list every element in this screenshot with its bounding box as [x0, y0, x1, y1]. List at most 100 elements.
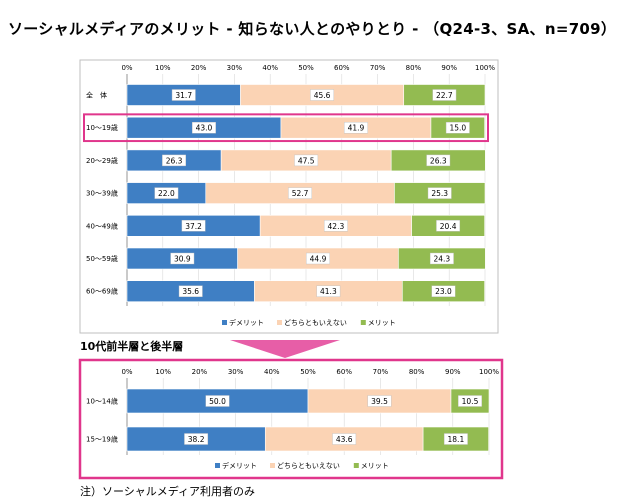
chart-2-tick-label: 60%	[336, 368, 352, 376]
chart-1-data-label-box	[192, 121, 216, 134]
chart-1-highlight-frame	[83, 113, 489, 143]
chart-1-tick-label: 30%	[227, 64, 243, 72]
chart-1-data-label-box	[431, 285, 456, 297]
chart-1-tick-label: 100%	[475, 64, 495, 72]
chart-1-data-label: 22.0	[158, 189, 175, 198]
chart-1-data-label: 44.9	[310, 255, 327, 264]
chart-2-frame	[78, 358, 504, 480]
chart-2-data-label: 10.5	[462, 397, 479, 406]
chart-1-data-label: 23.0	[435, 287, 452, 296]
chart-1-tick-label: 0%	[121, 64, 132, 72]
chart-1-legend-swatch	[277, 320, 282, 325]
chart-1-category-label: 50～59歳	[86, 254, 118, 263]
chart-1-legend-label: どちらともいえない	[284, 319, 347, 327]
chart-1-tick-label: 90%	[441, 64, 457, 72]
chart-1-tick-label: 70%	[370, 64, 386, 72]
chart-1-category-label: 30～39歳	[86, 189, 118, 198]
chart-2-tick-label: 80%	[409, 368, 425, 376]
chart-1-data-label: 25.3	[431, 189, 448, 198]
chart-1-category-label: 20～29歳	[86, 156, 118, 165]
chart-1-data-label-box	[429, 252, 454, 265]
chart-1-data-label: 47.5	[298, 156, 315, 165]
chart-1-data-label: 45.6	[314, 91, 331, 100]
chart-1-data-label: 30.9	[174, 255, 191, 264]
chart-2-data-label: 18.1	[448, 435, 465, 444]
chart-2-bar	[126, 388, 309, 414]
chart-2-data-label-box	[458, 395, 482, 407]
chart-1-data-label-box	[316, 285, 341, 297]
chart-1-data-label-box	[445, 121, 470, 134]
chart-1: 0% 10% 20% 30% 40% 50% 60% 70% 80% 90% 100% 全 体 31.7…	[83, 64, 495, 327]
chart-2-data-label: 50.0	[209, 397, 226, 406]
chart-1-data-label: 26.3	[166, 156, 183, 165]
chart-1-data-label: 15.0	[449, 124, 466, 133]
chart-1-data-label: 42.3	[328, 222, 345, 231]
chart-2-legend-swatch	[215, 463, 220, 468]
chart-2-tick-label: 70%	[373, 368, 389, 376]
chart-2-legend-swatch	[353, 463, 359, 468]
chart-1-category-label: 40～49歳	[86, 221, 118, 230]
chart-2-data-label-box	[443, 433, 468, 445]
chart-2-category-label: 10～14歳	[86, 397, 118, 406]
chart-1-data-label-box	[288, 187, 312, 199]
chart-1-data-label-box	[323, 220, 348, 232]
chart-1-data-label-box	[436, 220, 461, 232]
chart-1-data-label: 22.7	[436, 91, 453, 100]
chart-2-data-label: 39.5	[371, 397, 388, 406]
chart-2-data-label: 38.2	[188, 435, 205, 444]
chart-1-data-label: 31.7	[175, 91, 192, 100]
chart-1-tick-label: 60%	[334, 64, 350, 72]
chart-1-data-label-box	[310, 89, 335, 101]
chart-1-data-label-box	[170, 252, 195, 265]
chart-2-data-label-box	[184, 433, 209, 445]
chart-2-data-label-box	[332, 433, 357, 445]
chart-1-data-label-box	[344, 121, 368, 134]
chart-2-tick-label: 40%	[264, 368, 280, 376]
chart-1-legend-label: デメリット	[229, 318, 264, 327]
chart-2-data-label-box	[367, 395, 392, 407]
chart-1-tick-label: 20%	[191, 64, 207, 72]
chart-2-data-label-box	[205, 395, 230, 407]
chart-1-data-label: 20.4	[440, 222, 457, 231]
chart-1-data-label-box	[162, 154, 186, 167]
chart-1-data-label-box	[181, 220, 206, 232]
chart-1-data-label: 35.6	[182, 287, 199, 296]
chart-2-legend-label: デメリット	[222, 461, 257, 470]
chart-1-data-label-box	[294, 154, 319, 167]
sub-chart-title: 10代前半層と後半層	[80, 340, 184, 353]
chart-1-data-label-box	[154, 187, 179, 199]
chart-1-legend-label: メリット	[368, 319, 396, 327]
chart-1-data-label-box	[427, 187, 452, 199]
arrow-down-icon	[230, 340, 340, 358]
footnote: 注）ソーシャルメディア利用者のみ	[80, 485, 256, 498]
chart-1-data-label-box	[306, 252, 330, 265]
chart-1-legend-swatch	[222, 320, 227, 325]
chart-1-category-label: 全 体	[86, 91, 107, 100]
chart-1-data-label: 24.3	[434, 255, 451, 264]
chart-1-category-label: 10～19歳	[86, 123, 118, 132]
chart-2-tick-label: 90%	[445, 368, 461, 376]
chart-1-legend-swatch	[360, 320, 366, 325]
chart-2-tick-label: 10%	[155, 368, 171, 376]
chart-1-data-label-box	[178, 285, 203, 297]
chart-2-tick-label: 20%	[192, 368, 208, 376]
chart-1-data-label-box	[432, 89, 457, 101]
chart-2-tick-label: 30%	[228, 368, 244, 376]
chart-2-tick-label: 50%	[300, 368, 316, 376]
chart-1-data-label: 37.2	[185, 222, 202, 231]
chart-1-data-label-box	[171, 89, 196, 101]
chart-1-tick-label: 40%	[262, 64, 278, 72]
chart-2-legend-swatch	[270, 463, 275, 468]
chart-1-data-label: 41.3	[320, 287, 337, 296]
chart-2-data-label: 43.6	[336, 435, 353, 444]
chart-1-tick-label: 50%	[298, 64, 314, 72]
chart-2-legend-label: メリット	[361, 462, 389, 470]
chart-2-tick-label: 100%	[479, 368, 499, 376]
chart-1-data-label: 43.0	[196, 124, 213, 133]
chart-1-tick-label: 80%	[406, 64, 422, 72]
chart-2-legend-label: どちらともいえない	[277, 462, 340, 470]
chart-1-category-label: 60～69歳	[86, 287, 118, 296]
chart-1-data-label: 52.7	[292, 189, 309, 198]
page-title: ソーシャルメディアのメリット - 知らない人とのやりとり - （Q24-3、SA…	[8, 20, 617, 38]
